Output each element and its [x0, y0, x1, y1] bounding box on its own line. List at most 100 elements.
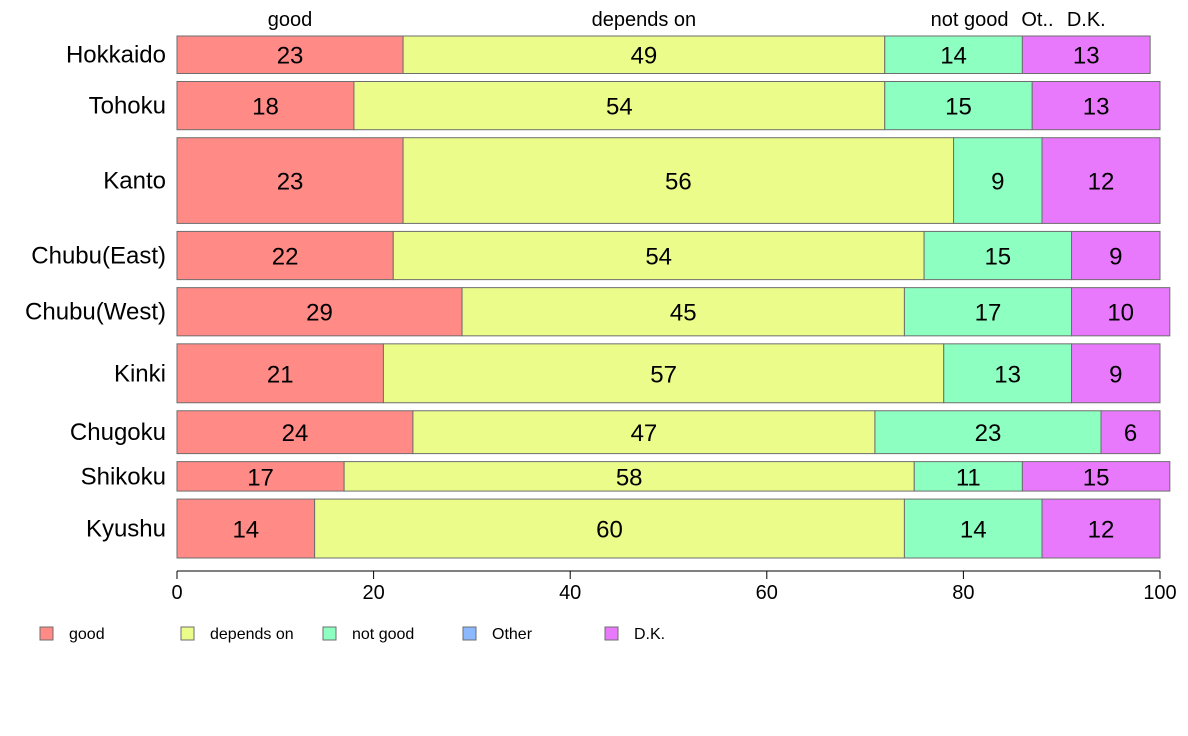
- data-label: 54: [606, 94, 633, 121]
- data-label: 58: [616, 464, 643, 491]
- data-label: 15: [945, 94, 972, 121]
- legend: good depends on not good Other D.K.: [39, 626, 665, 643]
- x-tick-label: 0: [171, 582, 182, 604]
- data-label: 12: [1088, 169, 1115, 196]
- bar-segment: [176, 461, 345, 492]
- bar-segment: [903, 498, 1043, 559]
- data-label: 9: [1109, 361, 1122, 388]
- data-label: 24: [282, 420, 309, 447]
- category-label: Kinki: [114, 360, 166, 387]
- bar-segment: [1100, 410, 1161, 455]
- category-label: Hokkaido: [66, 42, 166, 69]
- bar-segment: [1071, 230, 1161, 281]
- bar-segment: [392, 230, 925, 281]
- bar-segment: [314, 498, 905, 559]
- legend-swatch: [322, 626, 337, 641]
- data-label: 22: [272, 244, 299, 271]
- data-label: 9: [1109, 244, 1122, 271]
- bar-segment: [884, 80, 1033, 131]
- top-label-not-good: not good: [931, 9, 1009, 31]
- bar-segment: [353, 80, 886, 131]
- data-label: 21: [267, 361, 294, 388]
- category-label: Tohoku: [89, 93, 166, 120]
- top-label-dk: D.K.: [1067, 9, 1106, 31]
- x-tick-label: 20: [362, 582, 384, 604]
- data-label: 17: [247, 464, 274, 491]
- x-tick-label: 100: [1143, 582, 1176, 604]
- data-label: 18: [252, 94, 279, 121]
- x-tick-label: 80: [952, 582, 974, 604]
- data-label: 9: [991, 169, 1004, 196]
- data-label: 23: [277, 43, 304, 70]
- data-label: 13: [1073, 43, 1100, 70]
- data-label: 11: [956, 464, 981, 491]
- data-label: 23: [975, 420, 1002, 447]
- bars: Hokkaido 23 49 14 13 Tohoku 18 54 15 13 Kanto 23 56 9…: [25, 35, 1171, 559]
- data-label: 15: [1083, 464, 1110, 491]
- data-label: 49: [631, 43, 658, 70]
- x-tick-label: 60: [756, 582, 778, 604]
- data-label: 57: [650, 361, 677, 388]
- category-label: Chubu(East): [31, 243, 166, 270]
- data-label: 13: [994, 361, 1021, 388]
- category-label: Chubu(West): [25, 299, 166, 326]
- bar-segment: [1071, 343, 1161, 404]
- data-label: 10: [1107, 300, 1134, 327]
- bar-segment: [382, 343, 945, 404]
- category-label: Shikoku: [81, 463, 166, 490]
- bar-segment: [903, 287, 1073, 337]
- bar-segment: [176, 137, 404, 224]
- bar-segment: [1041, 137, 1161, 224]
- data-label: 60: [596, 517, 623, 544]
- data-label: 14: [960, 517, 987, 544]
- bar-segment: [176, 343, 384, 404]
- bar-segment: [874, 410, 1102, 455]
- bar-segment: [176, 410, 414, 455]
- top-label-other: Ot..: [1021, 9, 1053, 31]
- legend-label: Other: [492, 626, 533, 643]
- top-labels: good depends on not good Ot.. D.K.: [268, 9, 1106, 31]
- legend-label: not good: [352, 626, 414, 643]
- data-label: 12: [1088, 517, 1115, 544]
- data-label: 29: [306, 300, 333, 327]
- data-label: 56: [665, 169, 692, 196]
- data-label: 14: [940, 43, 967, 70]
- legend-label: depends on: [210, 626, 294, 643]
- bar-segment: [402, 137, 955, 224]
- bar-segment: [1021, 461, 1171, 492]
- category-label: Kyushu: [86, 516, 166, 543]
- bar-segment: [884, 35, 1023, 74]
- x-tick-label: 40: [559, 582, 581, 604]
- data-label: 14: [232, 517, 259, 544]
- top-label-good: good: [268, 9, 313, 31]
- bar-segment: [1041, 498, 1161, 559]
- legend-label: good: [69, 626, 105, 643]
- bar-segment: [461, 287, 905, 337]
- data-label: 15: [984, 244, 1011, 271]
- legend-swatch: [39, 626, 54, 641]
- category-label: Chugoku: [70, 419, 166, 446]
- x-axis: 0 20 40 60 80 100: [171, 570, 1177, 604]
- bar-segment: [402, 35, 886, 74]
- bar-segment: [176, 287, 463, 337]
- category-label: Kanto: [103, 168, 166, 195]
- legend-swatch: [180, 626, 195, 641]
- bar-segment: [1031, 80, 1161, 131]
- bar-segment: [176, 35, 404, 74]
- bar-segment: [1021, 35, 1151, 74]
- data-label: 47: [631, 420, 658, 447]
- data-label: 54: [645, 244, 672, 271]
- bar-segment: [943, 343, 1073, 404]
- data-label: 45: [670, 300, 697, 327]
- bar-segment: [176, 230, 394, 281]
- bar-segment: [913, 461, 1023, 492]
- data-label: 17: [975, 300, 1002, 327]
- legend-swatch: [604, 626, 619, 641]
- data-label: 6: [1124, 420, 1137, 447]
- bar-segment: [176, 80, 355, 131]
- data-label: 13: [1083, 94, 1110, 121]
- data-label: 23: [277, 169, 304, 196]
- top-label-depends-on: depends on: [592, 9, 697, 31]
- legend-label: D.K.: [634, 626, 665, 643]
